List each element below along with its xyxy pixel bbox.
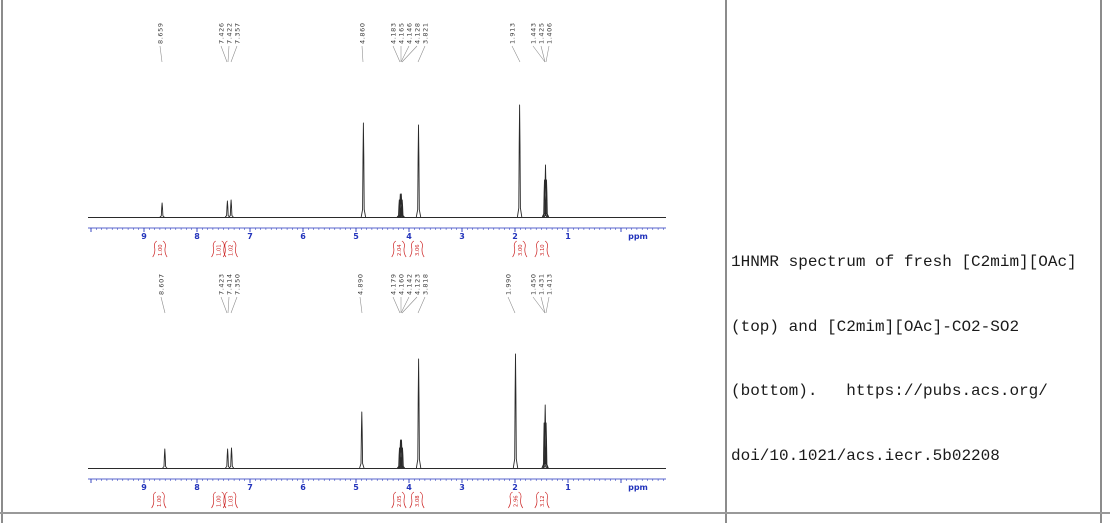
svg-text:7.414: 7.414: [225, 273, 233, 295]
svg-text:9: 9: [141, 232, 147, 241]
svg-text:4.860: 4.860: [358, 22, 366, 44]
svg-text:1: 1: [565, 232, 571, 241]
table-border-bottom: [0, 512, 1110, 514]
svg-text:1.413: 1.413: [545, 273, 553, 295]
svg-text:7: 7: [247, 232, 253, 241]
caption-line: 1HNMR spectrum of fresh [C2mim][OAc]: [731, 253, 1077, 271]
figure-cell: 9 8 7 6 5 4 3 2 1 ppm 8.659 7.426 7.422 7.357 4.860 4.1…: [88, 22, 666, 509]
nmr-spectrum-bottom: 9 8 7 6 5 4 3 2 1 ppm 8.607 7.423 7.414 7.350 4.890 4.1…: [88, 273, 666, 509]
svg-text:5: 5: [353, 483, 359, 492]
caption-line: doi/10.1021/acs.iecr.5b02208: [731, 446, 1000, 465]
svg-text:3.08: 3.08: [415, 495, 421, 507]
svg-text:7.422: 7.422: [225, 22, 233, 44]
svg-text:4.128: 4.128: [413, 22, 421, 44]
svg-text:4.160: 4.160: [397, 273, 405, 295]
caption-text: 1HNMR spectrum of fresh [C2mim][OAc] (to…: [731, 209, 1096, 510]
svg-text:2: 2: [512, 483, 518, 492]
svg-text:4: 4: [406, 483, 412, 492]
svg-text:4.165: 4.165: [397, 22, 405, 44]
svg-text:8: 8: [194, 483, 200, 492]
svg-text:1.431: 1.431: [537, 273, 545, 295]
svg-text:8.659: 8.659: [156, 22, 164, 44]
svg-text:4.146: 4.146: [405, 22, 413, 44]
svg-text:1.00: 1.00: [158, 244, 164, 256]
table-border-middle: [725, 0, 727, 523]
svg-text:1: 1: [565, 483, 571, 492]
caption-line: (top) and [C2mim][OAc]-CO2-SO2: [731, 317, 1020, 336]
svg-text:1.406: 1.406: [545, 22, 553, 44]
svg-text:3.10: 3.10: [540, 244, 546, 256]
caption-line: (bottom). https://pubs.acs.org/: [731, 382, 1048, 400]
svg-text:9: 9: [141, 483, 147, 492]
svg-text:1.00: 1.00: [217, 495, 223, 507]
svg-text:1.03: 1.03: [228, 495, 234, 507]
svg-text:1.02: 1.02: [228, 244, 234, 256]
svg-text:7.357: 7.357: [233, 22, 241, 44]
svg-text:4.179: 4.179: [389, 273, 397, 295]
svg-text:1.443: 1.443: [529, 22, 537, 44]
svg-text:5: 5: [353, 232, 359, 241]
svg-text:4: 4: [406, 232, 412, 241]
svg-text:6: 6: [300, 483, 306, 492]
svg-text:3: 3: [459, 232, 465, 241]
svg-text:ppm: ppm: [628, 483, 648, 492]
svg-text:7: 7: [247, 483, 253, 492]
svg-text:1.01: 1.01: [217, 244, 223, 256]
svg-text:2.04: 2.04: [397, 244, 403, 256]
svg-text:1.450: 1.450: [529, 273, 537, 295]
table-border-right: [1100, 0, 1102, 523]
svg-text:8: 8: [194, 232, 200, 241]
svg-text:4.123: 4.123: [413, 273, 421, 295]
svg-text:2.05: 2.05: [397, 495, 403, 507]
svg-text:2: 2: [512, 232, 518, 241]
svg-text:1.913: 1.913: [508, 22, 516, 44]
svg-text:1.425: 1.425: [537, 22, 545, 44]
svg-text:6: 6: [300, 232, 306, 241]
svg-text:3.818: 3.818: [421, 273, 429, 295]
svg-text:4.183: 4.183: [389, 22, 397, 44]
svg-text:1.00: 1.00: [157, 495, 163, 507]
svg-text:7.350: 7.350: [233, 273, 241, 295]
svg-text:4.142: 4.142: [405, 273, 413, 295]
svg-text:3.821: 3.821: [421, 22, 429, 44]
svg-text:3.00: 3.00: [518, 244, 524, 256]
svg-text:3.06: 3.06: [415, 244, 421, 256]
svg-text:8.607: 8.607: [157, 273, 165, 295]
svg-text:4.890: 4.890: [356, 273, 364, 295]
svg-text:7.423: 7.423: [217, 273, 225, 295]
table-border-left: [1, 0, 3, 523]
svg-text:7.426: 7.426: [217, 22, 225, 44]
svg-text:3.12: 3.12: [540, 495, 546, 507]
nmr-spectrum-top: 9 8 7 6 5 4 3 2 1 ppm 8.659 7.426 7.422 7.357 4.860 4.1…: [88, 22, 666, 258]
svg-text:ppm: ppm: [628, 232, 648, 241]
svg-text:1.990: 1.990: [504, 273, 512, 295]
svg-text:2.96: 2.96: [514, 495, 520, 507]
svg-text:3: 3: [459, 483, 465, 492]
